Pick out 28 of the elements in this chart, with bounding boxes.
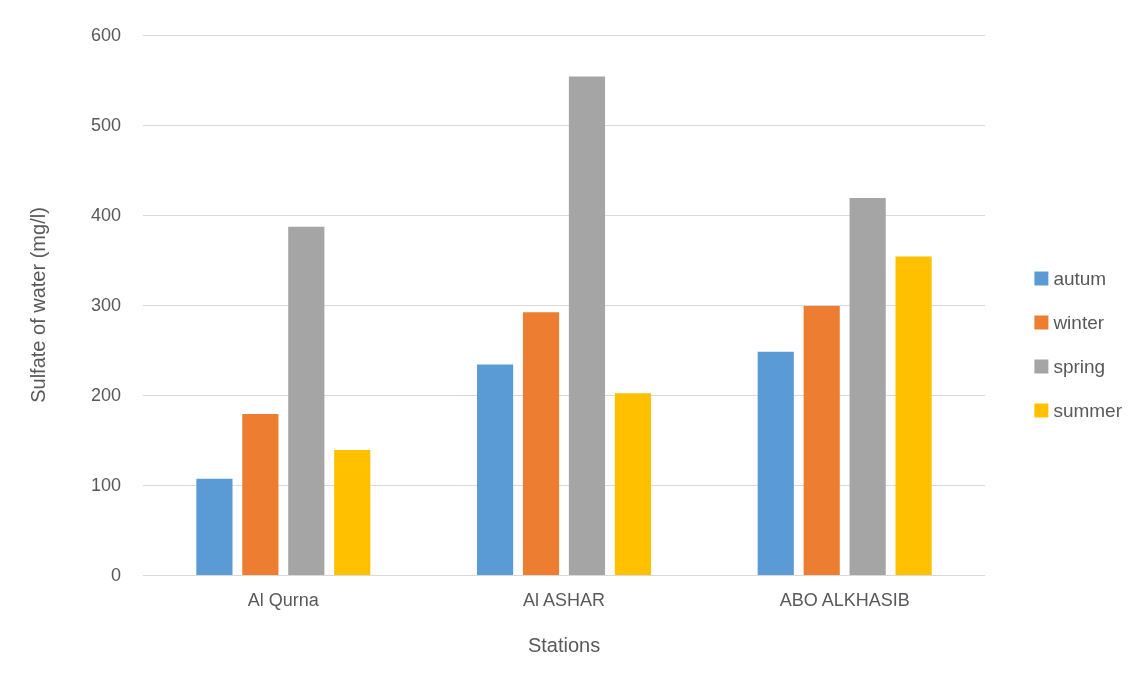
bar — [242, 413, 279, 575]
x-tick-label: Al Qurna — [247, 590, 320, 610]
bar — [614, 393, 652, 575]
x-tick-label: Al ASHAR — [522, 590, 606, 610]
y-tick-label: 200 — [90, 385, 121, 405]
bar — [803, 305, 840, 575]
bar — [476, 364, 514, 575]
y-axis-title: Sulfate of water (mg/l) — [27, 207, 49, 403]
bar — [895, 256, 932, 575]
y-tick-label: 600 — [90, 25, 121, 45]
bar — [757, 351, 794, 575]
legend-label: summer — [1053, 400, 1123, 421]
y-tick-label: 0 — [110, 565, 121, 585]
bar — [849, 197, 886, 575]
y-tick-label: 400 — [90, 205, 121, 225]
y-tick-label: 500 — [90, 115, 121, 135]
y-tick-label: 100 — [90, 475, 121, 495]
legend-label: autum — [1053, 268, 1107, 289]
bar — [288, 226, 325, 575]
bar — [568, 76, 606, 575]
x-tick-label: ABO ALKHASIB — [779, 590, 910, 610]
x-axis-title: Stations — [527, 634, 601, 656]
bar — [522, 312, 560, 575]
bar — [334, 449, 371, 575]
legend-label: winter — [1052, 312, 1105, 333]
y-tick-label: 300 — [90, 295, 121, 315]
legend-label: spring — [1053, 356, 1106, 377]
bar — [196, 478, 233, 575]
